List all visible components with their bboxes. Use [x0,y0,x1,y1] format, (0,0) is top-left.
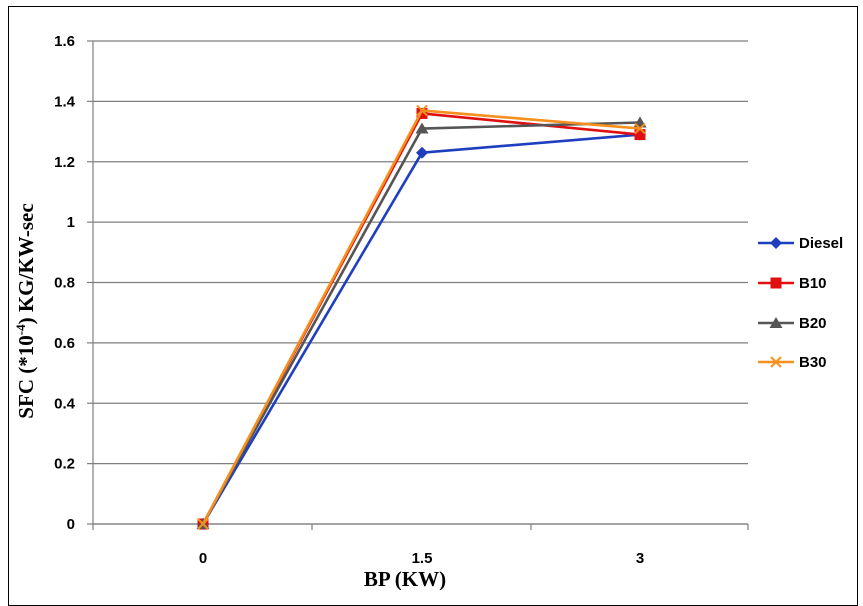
x-tick-label: 1.5 [412,550,433,567]
y-tick-label: 1.2 [54,154,75,171]
series-diesel [197,128,646,530]
y-tick-label: 0 [67,516,75,533]
y-tick-label: 1 [67,214,75,231]
series-b30 [197,104,646,530]
series-line [201,109,641,525]
legend: Diesel B10 B20 B30 [758,235,843,371]
legend-label: B10 [799,275,827,292]
data-point [416,104,428,117]
legend-item-b30: B30 [758,354,827,371]
series-lines [196,104,647,530]
x-tick-label: 3 [636,550,644,567]
legend-item-b10: B10 [758,275,827,292]
legend-label: B20 [799,315,827,332]
x-axis-title: BP (KW) [364,567,446,590]
y-axis-title-prefix: SFC (*10 [14,335,38,418]
series-b20 [196,116,647,529]
y-tick-label: 0.2 [54,456,75,473]
data-point [416,107,428,119]
y-tick-label: 0.4 [54,395,76,412]
y-axis-title: SFC (*10-4) KG/KW-sec [13,203,38,418]
legend-marker [770,237,782,249]
y-axis-title-suffix: ) KG/KW-sec [14,203,38,324]
chart-frame [8,6,858,606]
series-line [201,133,641,525]
data-point [415,122,429,134]
legend-item-diesel: Diesel [758,235,843,252]
x-tick-label: 0 [199,550,207,567]
y-tick-label: 0.8 [54,275,75,292]
data-point [197,518,209,530]
y-tick-label: 1.6 [54,33,75,50]
legend-marker [770,356,782,368]
y-tick-label: 0.6 [54,335,75,352]
x-tick-labels: 0 1.5 3 [199,550,644,567]
legend-marker [769,317,783,328]
legend-item-b20: B20 [758,315,827,332]
y-tick-label: 1.4 [54,93,76,110]
y-axis-title-exponent: -4 [13,324,28,335]
data-point [634,122,646,135]
legend-label: B30 [799,354,827,371]
data-point [416,146,428,159]
series-line [201,112,641,525]
data-point [634,129,646,141]
series-b10 [197,107,646,530]
sfc-line-chart: 00.20.40.60.811.21.41.6 0 1.5 3 DieselB10B… [13,33,843,590]
legend-label: Diesel [799,235,843,252]
legend-marker [770,277,782,289]
y-tick-labels: 0 0.2 0.4 0.6 0.8 1 1.2 1.4 1.6 [54,33,76,533]
